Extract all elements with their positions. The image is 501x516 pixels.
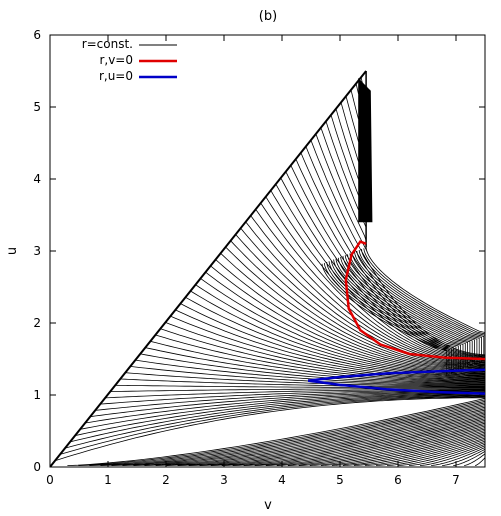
highlight-curves <box>307 240 485 395</box>
y-axis-label: u <box>5 247 20 255</box>
x-tick-label: 5 <box>336 473 344 487</box>
x-tick-label: 4 <box>278 473 286 487</box>
x-tick-label: 7 <box>452 473 460 487</box>
plot-frame <box>49 34 486 468</box>
chart-title: (b) <box>259 9 277 24</box>
x-axis-label: v <box>264 498 272 513</box>
legend-label-r-u: r,u=0 <box>99 69 133 83</box>
x-tick-label: 3 <box>220 473 228 487</box>
r-v-zero-curve <box>344 240 485 361</box>
x-tick-label: 0 <box>46 473 54 487</box>
y-tick-label: 5 <box>33 100 41 114</box>
x-tick-label: 1 <box>104 473 112 487</box>
y-tick-label: 1 <box>33 388 41 402</box>
legend-label-r-const: r=const. <box>82 37 133 51</box>
legend: r=const. r,v=0 r,u=0 <box>82 37 177 83</box>
r-const-contours <box>50 70 485 467</box>
plot-axes: 0 1 2 3 4 5 6 7 0 1 2 3 4 5 6 <box>33 28 486 487</box>
y-tick-label: 6 <box>33 28 41 42</box>
x-tick-label: 6 <box>394 473 402 487</box>
r-u-zero-lower-curve <box>307 379 485 395</box>
x-tick-label: 2 <box>162 473 170 487</box>
diagonal-boundary <box>50 70 367 467</box>
y-tick-label: 0 <box>33 460 41 474</box>
r-u-zero-upper-curve <box>307 368 485 382</box>
legend-label-r-v: r,v=0 <box>99 53 133 67</box>
r-const-contour-lines <box>54 77 485 466</box>
y-tick-label: 3 <box>33 244 41 258</box>
y-tick-label: 2 <box>33 316 41 330</box>
y-tick-label: 4 <box>33 172 41 186</box>
